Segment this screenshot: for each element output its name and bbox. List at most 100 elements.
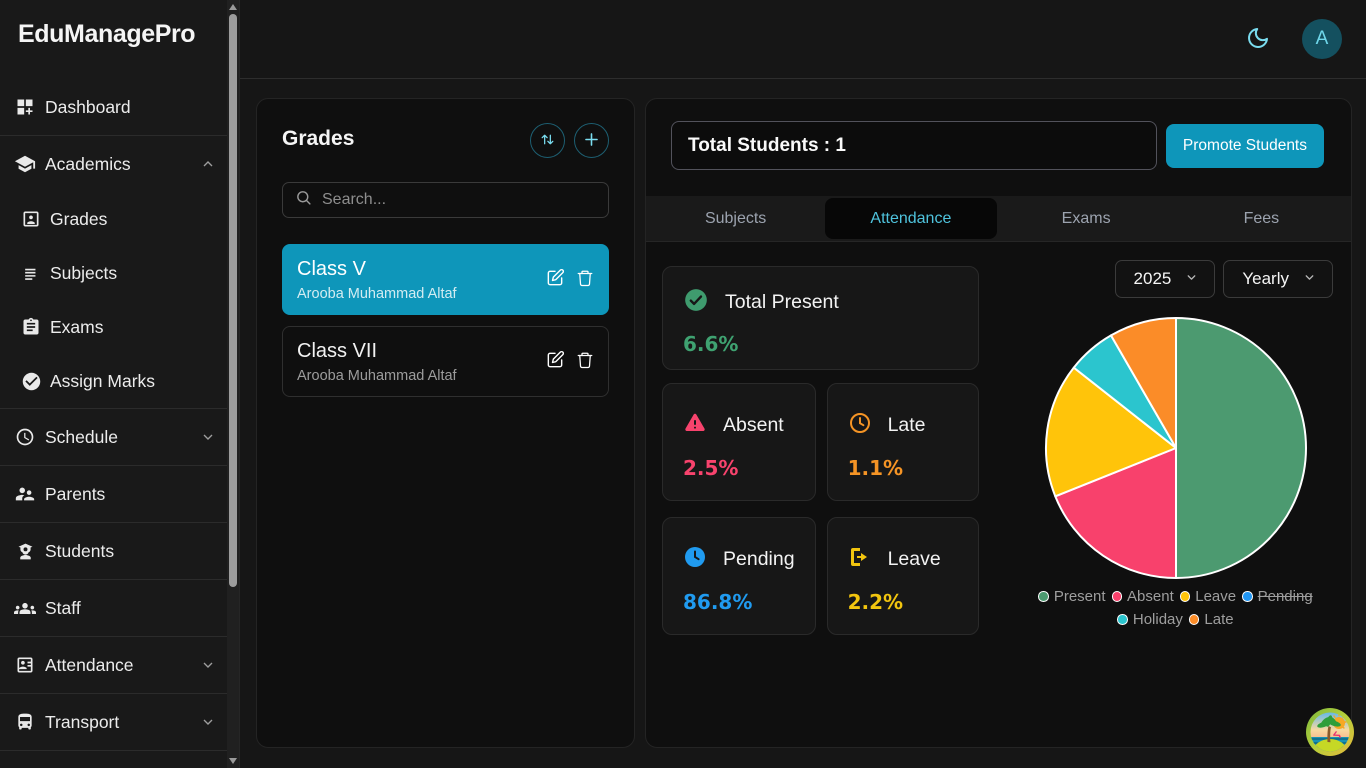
- sidebar-item-exams[interactable]: Exams: [0, 300, 228, 354]
- period-select[interactable]: Yearly: [1223, 260, 1333, 298]
- legend-marker: [1179, 591, 1191, 602]
- sidebar-divider: [0, 693, 228, 694]
- sort-button[interactable]: [530, 123, 565, 158]
- app-title: EduManagePro: [18, 20, 196, 48]
- stat-value: 1.1%: [847, 456, 904, 480]
- scrollbar-thumb[interactable]: [229, 14, 237, 587]
- year-select-value: 2025: [1133, 269, 1172, 288]
- sidebar-item-transport[interactable]: Transport: [0, 694, 228, 750]
- sidebar-scrollbar[interactable]: [227, 0, 239, 768]
- sidebar-divider: [0, 135, 228, 136]
- delete-class-button[interactable]: [576, 268, 594, 291]
- scrollbar-up-arrow-icon[interactable]: [229, 4, 237, 10]
- sidebar-divider: [0, 750, 228, 751]
- sidebar-scroll-area: EduManagePro Dashboard Academics: [0, 0, 228, 768]
- grades-header: Grades: [282, 123, 609, 158]
- sidebar-item-label: Grades: [50, 208, 108, 229]
- legend-item-leave[interactable]: Leave: [1179, 588, 1236, 605]
- island-fab-button[interactable]: [1306, 708, 1354, 756]
- year-select[interactable]: 2025: [1114, 260, 1216, 298]
- sidebar: EduManagePro Dashboard Academics: [0, 0, 240, 768]
- subjects-icon: [20, 262, 42, 284]
- chevron-down-icon: [200, 657, 216, 673]
- attendance-pie-chart[interactable]: [1044, 316, 1308, 580]
- class-list-item[interactable]: Class VII Arooba Muhammad Altaf: [282, 326, 609, 397]
- edit-class-button[interactable]: [545, 268, 565, 291]
- legend-item-absent[interactable]: Absent: [1111, 588, 1174, 605]
- pie-slice-present[interactable]: [1174, 317, 1307, 579]
- legend-marker: [1242, 591, 1253, 602]
- plus-icon: [582, 130, 601, 152]
- check-circle-icon: [683, 287, 709, 318]
- class-teacher: Arooba Muhammad Altaf: [297, 367, 457, 384]
- sidebar-item-label: Parents: [45, 483, 106, 504]
- pie-slice-absent[interactable]: [1053, 447, 1177, 579]
- stat-value: 2.2%: [847, 590, 904, 614]
- sidebar-item-label: Students: [45, 540, 115, 561]
- stat-tile-pending: Pending 86.8%: [662, 517, 816, 635]
- legend-item-present[interactable]: Present: [1038, 588, 1106, 605]
- period-select-value: Yearly: [1242, 269, 1289, 288]
- detail-tabs: Subjects Attendance Exams Fees: [646, 196, 1351, 242]
- search-input[interactable]: [322, 191, 596, 209]
- grades-icon: [20, 208, 42, 230]
- delete-class-button[interactable]: [576, 350, 594, 373]
- stat-label: Leave: [887, 548, 941, 570]
- promote-students-button[interactable]: Promote Students: [1165, 123, 1324, 168]
- chevron-down-icon: [1185, 269, 1198, 289]
- avatar[interactable]: A: [1302, 19, 1342, 59]
- dashboard-icon: [14, 96, 36, 118]
- sidebar-divider: [0, 636, 228, 637]
- add-grade-button[interactable]: [574, 123, 609, 158]
- stat-label: Pending: [723, 548, 795, 570]
- sidebar-item-staff[interactable]: Staff: [0, 580, 228, 636]
- sidebar-item-students[interactable]: Students: [0, 523, 228, 579]
- legend-item-late[interactable]: Late: [1188, 611, 1234, 628]
- sidebar-item-academics[interactable]: Academics: [0, 136, 228, 192]
- sidebar-item-schedule[interactable]: Schedule: [0, 409, 228, 465]
- sidebar-item-assign-marks[interactable]: Assign Marks: [0, 354, 228, 408]
- sidebar-item-grades[interactable]: Grades: [0, 192, 228, 246]
- stat-label: Absent: [723, 414, 784, 436]
- content: Grades: [240, 79, 1366, 768]
- scrollbar-down-arrow-icon[interactable]: [229, 758, 237, 764]
- sidebar-item-label: Assign Marks: [50, 370, 156, 391]
- total-students-box: Total Students : 1: [671, 121, 1157, 170]
- stat-tile-leave: Leave 2.2%: [826, 517, 979, 635]
- chevron-down-icon: [200, 429, 216, 445]
- trash-icon: [576, 350, 594, 373]
- sidebar-divider: [0, 522, 228, 523]
- legend-label: Holiday: [1132, 611, 1183, 628]
- tab-attendance[interactable]: Attendance: [825, 198, 997, 239]
- sidebar-item-subjects[interactable]: Subjects: [0, 246, 228, 300]
- sidebar-item-attendance[interactable]: Attendance: [0, 637, 228, 693]
- pie-svg: [1044, 317, 1307, 579]
- class-list-item[interactable]: Class V Arooba Muhammad Altaf: [282, 244, 609, 315]
- attendance-tab-panel: Total Present 6.6% Absent: [646, 242, 1351, 747]
- theme-toggle-button[interactable]: [1244, 25, 1272, 53]
- avatar-letter: A: [1315, 28, 1329, 49]
- stat-tile-header: Total Present: [683, 287, 958, 318]
- legend-item-pending[interactable]: Pending: [1242, 588, 1313, 605]
- legend-item-holiday[interactable]: Holiday: [1117, 611, 1183, 628]
- exams-icon: [20, 316, 42, 338]
- sidebar-item-parents[interactable]: Parents: [0, 466, 228, 522]
- tab-subjects[interactable]: Subjects: [650, 198, 821, 239]
- tab-fees[interactable]: Fees: [1176, 198, 1347, 239]
- stat-value: 6.6%: [683, 332, 739, 356]
- pie-slice-leave[interactable]: [1044, 366, 1177, 498]
- tab-exams[interactable]: Exams: [1001, 198, 1172, 239]
- clock-filled-icon: [683, 545, 707, 574]
- edit-icon: [545, 350, 565, 373]
- edit-class-button[interactable]: [545, 350, 565, 373]
- students-icon: [14, 540, 36, 562]
- grades-actions: [530, 123, 609, 158]
- class-list: Class V Arooba Muhammad Altaf: [282, 244, 609, 397]
- assign-marks-icon: [20, 370, 42, 392]
- stat-tile-present: Total Present 6.6%: [662, 266, 979, 370]
- sidebar-item-dashboard[interactable]: Dashboard: [0, 79, 228, 135]
- stat-tile-absent: Absent 2.5%: [662, 383, 816, 501]
- pie-slice-late[interactable]: [1109, 317, 1177, 449]
- class-detail-card: Total Students : 1 Promote Students Subj…: [645, 98, 1352, 748]
- edit-icon: [545, 268, 565, 291]
